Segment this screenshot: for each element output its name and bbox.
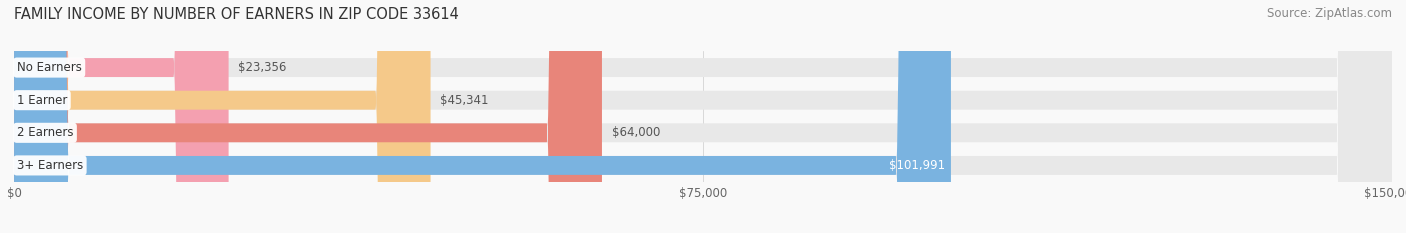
FancyBboxPatch shape: [14, 0, 430, 233]
Text: $23,356: $23,356: [238, 61, 287, 74]
FancyBboxPatch shape: [14, 0, 229, 233]
FancyBboxPatch shape: [14, 0, 1392, 233]
Text: $45,341: $45,341: [440, 94, 489, 107]
FancyBboxPatch shape: [14, 0, 950, 233]
Text: 1 Earner: 1 Earner: [17, 94, 67, 107]
FancyBboxPatch shape: [14, 0, 1392, 233]
Text: $64,000: $64,000: [612, 126, 659, 139]
Text: $101,991: $101,991: [890, 159, 945, 172]
FancyBboxPatch shape: [14, 0, 602, 233]
Text: Source: ZipAtlas.com: Source: ZipAtlas.com: [1267, 7, 1392, 20]
FancyBboxPatch shape: [14, 0, 1392, 233]
Text: 2 Earners: 2 Earners: [17, 126, 73, 139]
Text: 3+ Earners: 3+ Earners: [17, 159, 83, 172]
Text: FAMILY INCOME BY NUMBER OF EARNERS IN ZIP CODE 33614: FAMILY INCOME BY NUMBER OF EARNERS IN ZI…: [14, 7, 458, 22]
Text: No Earners: No Earners: [17, 61, 82, 74]
FancyBboxPatch shape: [14, 0, 1392, 233]
